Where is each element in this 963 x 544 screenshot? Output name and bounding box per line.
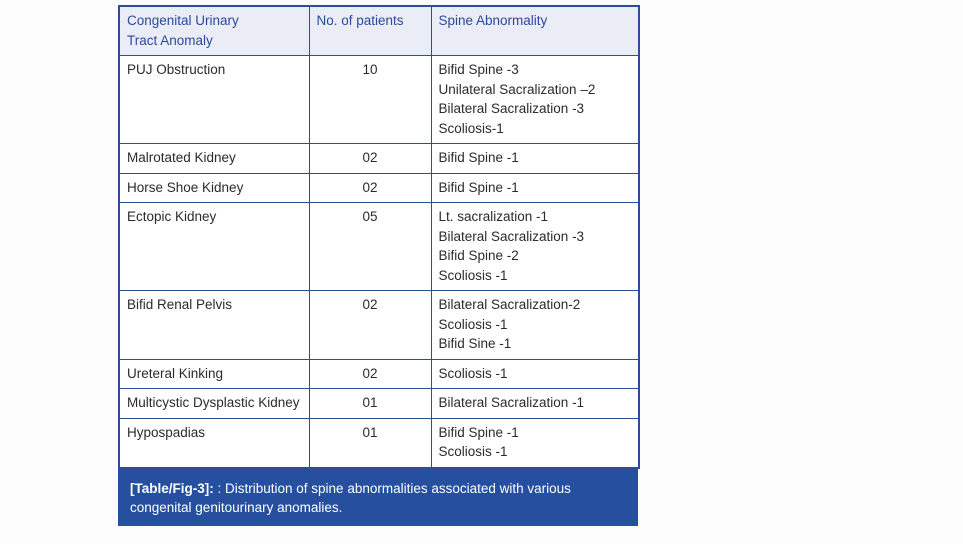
anomaly-cell: Multicystic Dysplastic Kidney [118,388,310,419]
column-header-patients: No. of patients [308,5,432,56]
patients-cell: 01 [308,417,432,468]
table-row: Hypospadias 01 Bifid Spine -1 Scoliosis … [118,417,640,468]
anomaly-cell: Horse Shoe Kidney [118,172,310,203]
anomaly-cell: Malrotated Kidney [118,143,310,174]
spine-cell: Bilateral Sacralization-2 Scoliosis -1 B… [430,290,640,360]
table-row: Horse Shoe Kidney 02 Bifid Spine -1 [118,172,640,203]
caption-label: [Table/Fig-3]: [130,480,214,496]
table-row: PUJ Obstruction 10 Bifid Spine -3 Unilat… [118,55,640,144]
spine-abnormality-table: Congenital Urinary Tract Anomaly No. of … [118,5,640,469]
anomaly-cell: Ureteral Kinking [118,358,310,389]
table-header-row: Congenital Urinary Tract Anomaly No. of … [118,5,640,56]
patients-cell: 01 [308,388,432,419]
anomaly-cell: Ectopic Kidney [118,202,310,291]
patients-cell: 02 [308,143,432,174]
patients-cell: 02 [308,358,432,389]
spine-cell: Bifid Spine -1 [430,143,640,174]
caption-text: : Distribution of spine abnormalities as… [130,480,571,515]
patients-cell: 05 [308,202,432,291]
patients-cell: 02 [308,172,432,203]
spine-cell: Bifid Spine -1 [430,172,640,203]
spine-cell: Lt. sacralization -1 Bilateral Sacraliza… [430,202,640,291]
anomaly-cell: PUJ Obstruction [118,55,310,144]
spine-cell: Scoliosis -1 [430,358,640,389]
patients-cell: 02 [308,290,432,360]
column-header-anomaly: Congenital Urinary Tract Anomaly [118,5,310,56]
table-row: Ureteral Kinking 02 Scoliosis -1 [118,358,640,389]
spine-cell: Bifid Spine -1 Scoliosis -1 [430,417,640,468]
anomaly-cell: Hypospadias [118,417,310,468]
table-caption: [Table/Fig-3]: : Distribution of spine a… [118,468,638,526]
table-row: Multicystic Dysplastic Kidney 01 Bilater… [118,388,640,419]
table-row: Ectopic Kidney 05 Lt. sacralization -1 B… [118,202,640,291]
table-row: Malrotated Kidney 02 Bifid Spine -1 [118,143,640,174]
spine-cell: Bilateral Sacralization -1 [430,388,640,419]
column-header-spine: Spine Abnormality [430,5,640,56]
table-row: Bifid Renal Pelvis 02 Bilateral Sacraliz… [118,290,640,360]
table-figure: Congenital Urinary Tract Anomaly No. of … [118,5,640,526]
spine-cell: Bifid Spine -3 Unilateral Sacralization … [430,55,640,144]
patients-cell: 10 [308,55,432,144]
anomaly-cell: Bifid Renal Pelvis [118,290,310,360]
